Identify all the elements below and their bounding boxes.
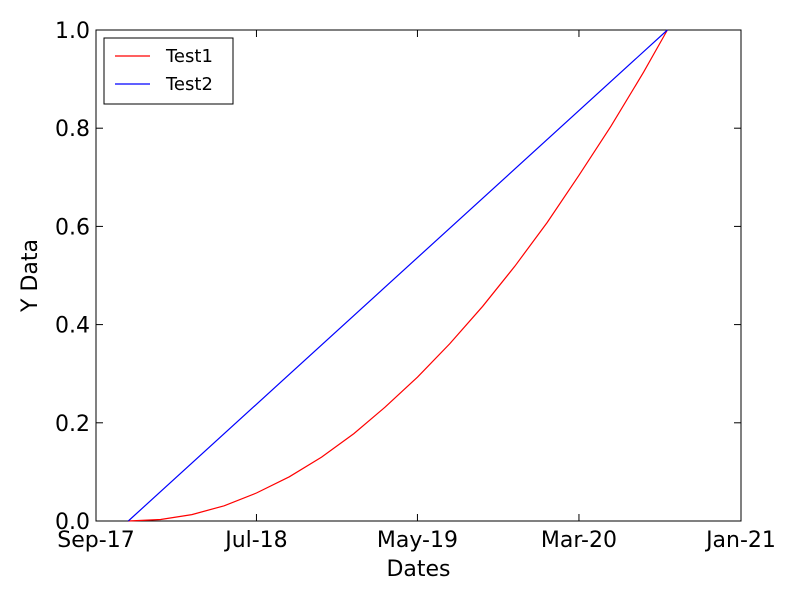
x-axis: Sep-17 Jul-18 May-19 Mar-20 Jan-21	[57, 30, 776, 553]
y-axis: 0.0 0.2 0.4 0.6 0.8 1.0	[55, 19, 741, 535]
legend-box	[103, 37, 234, 105]
y-tick-label: 0.6	[55, 215, 90, 240]
plot-frame	[95, 29, 742, 522]
y-tick-label: 0.2	[55, 412, 90, 437]
plot-area	[95, 29, 742, 522]
series-layer	[127, 29, 668, 522]
x-axis-label: Dates	[386, 557, 450, 582]
legend-label-test1: Test1	[165, 46, 213, 67]
legend: Test1 Test2	[103, 37, 234, 105]
y-tick-label: 0.0	[55, 510, 90, 535]
x-tick-label: Mar-20	[541, 528, 617, 553]
series-line-test2	[127, 29, 668, 522]
y-axis-label: Y Data	[18, 239, 43, 313]
y-tick-label: 0.4	[55, 314, 90, 339]
legend-label-test2: Test2	[165, 74, 213, 95]
series-line-test1	[128, 29, 668, 522]
y-tick-label: 0.8	[55, 117, 90, 142]
x-tick-label: Jan-21	[704, 528, 776, 553]
x-tick-label: Jul-18	[223, 528, 287, 553]
x-tick-label: May-19	[377, 528, 458, 553]
x-tick-label: Sep-17	[57, 528, 134, 553]
y-tick-label: 1.0	[55, 19, 90, 44]
